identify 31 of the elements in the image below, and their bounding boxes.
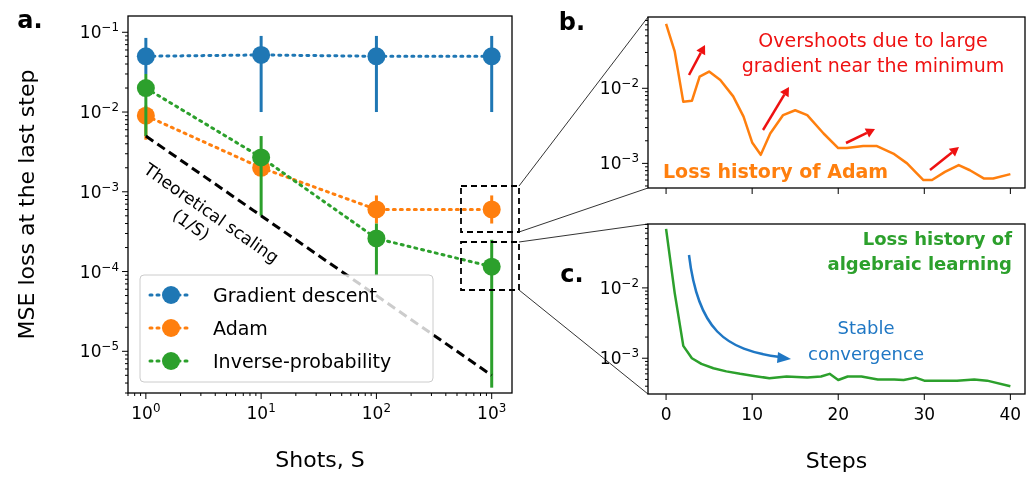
x-tick-label: 10$^{3}$ — [477, 401, 507, 423]
x-axis-title: Steps — [805, 448, 868, 473]
x-axis-title: Shots, S — [275, 447, 365, 472]
x-tick-label: 0 — [660, 404, 672, 424]
y-axis-title: MSE loss at the last step — [14, 69, 39, 340]
y-tick-label: 10$^{−5}$ — [79, 339, 119, 362]
chart-title: b. — [558, 8, 586, 36]
chart-title: a. — [17, 6, 43, 34]
legend-label: Inverse-probability — [213, 350, 392, 372]
x-tick-label: 10$^{2}$ — [361, 401, 392, 423]
y-tick-label: 10$^{−1}$ — [79, 20, 119, 43]
x-tick-label: 30 — [913, 404, 936, 424]
y-tick-label: 10$^{−3}$ — [599, 151, 639, 174]
legend-label: Gradient descent — [213, 284, 378, 306]
annotation: Stable convergence — [807, 317, 925, 364]
x-tick-label: 10 — [741, 404, 763, 424]
y-tick-label: 10$^{−2}$ — [79, 100, 119, 123]
y-tick-label: 10$^{−3}$ — [599, 346, 639, 369]
text: Loss history of algebraic learning — [827, 228, 1013, 274]
legend-label: Adam — [213, 317, 268, 339]
x-tick-label: 10$^{0}$ — [131, 401, 161, 423]
y-tick-label: 10$^{−4}$ — [79, 259, 119, 282]
annotation: Overshoots due to large gradient near the minimum — [741, 29, 1005, 76]
x-tick-label: 40 — [999, 404, 1022, 424]
y-tick-label: 10$^{−2}$ — [599, 76, 639, 99]
series-label: Loss history of Adam — [663, 160, 889, 182]
x-tick-label: 10$^{1}$ — [246, 401, 276, 423]
y-tick-label: 10$^{−2}$ — [599, 275, 639, 298]
y-tick-label: 10$^{−3}$ — [79, 179, 119, 202]
x-tick-label: 20 — [827, 404, 850, 424]
text: c. — [560, 260, 584, 288]
